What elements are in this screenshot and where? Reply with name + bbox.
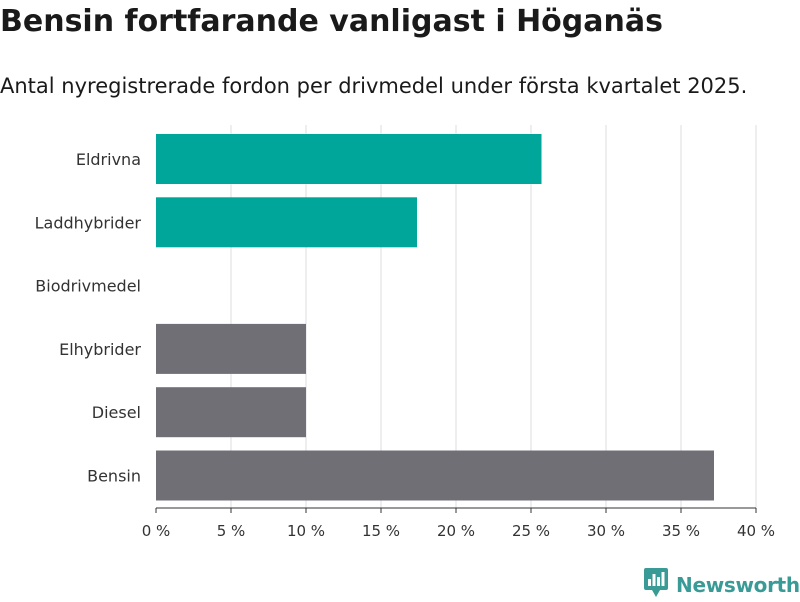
bar	[156, 450, 714, 501]
bar	[156, 387, 306, 438]
x-tick-label: 25 %	[512, 522, 550, 540]
x-tick-label: 10 %	[287, 522, 325, 540]
category-label: Laddhybrider	[35, 213, 142, 232]
bar	[156, 134, 542, 184]
x-tick-label: 30 %	[587, 522, 625, 540]
chart-title: Bensin fortfarande vanligast i Höganäs	[0, 4, 663, 39]
category-label: Biodrivmedel	[35, 277, 141, 296]
x-tick-label: 15 %	[362, 522, 400, 540]
x-tick-label: 20 %	[437, 522, 475, 540]
bar-chart-icon	[644, 568, 668, 602]
bar	[156, 197, 417, 248]
x-tick-label: 0 %	[142, 522, 171, 540]
newsworthy-logo: Newsworthy	[644, 568, 800, 602]
bar	[156, 323, 306, 374]
x-tick-label: 40 %	[737, 522, 775, 540]
category-label: Eldrivna	[76, 150, 141, 169]
x-tick-label: 35 %	[662, 522, 700, 540]
brand-name: Newsworthy	[676, 573, 800, 597]
x-tick-label: 5 %	[217, 522, 246, 540]
chart-subtitle: Antal nyregistrerade fordon per drivmede…	[0, 74, 748, 98]
category-label: Bensin	[87, 467, 141, 486]
category-label: Diesel	[92, 403, 141, 422]
category-label: Elhybrider	[59, 340, 141, 359]
